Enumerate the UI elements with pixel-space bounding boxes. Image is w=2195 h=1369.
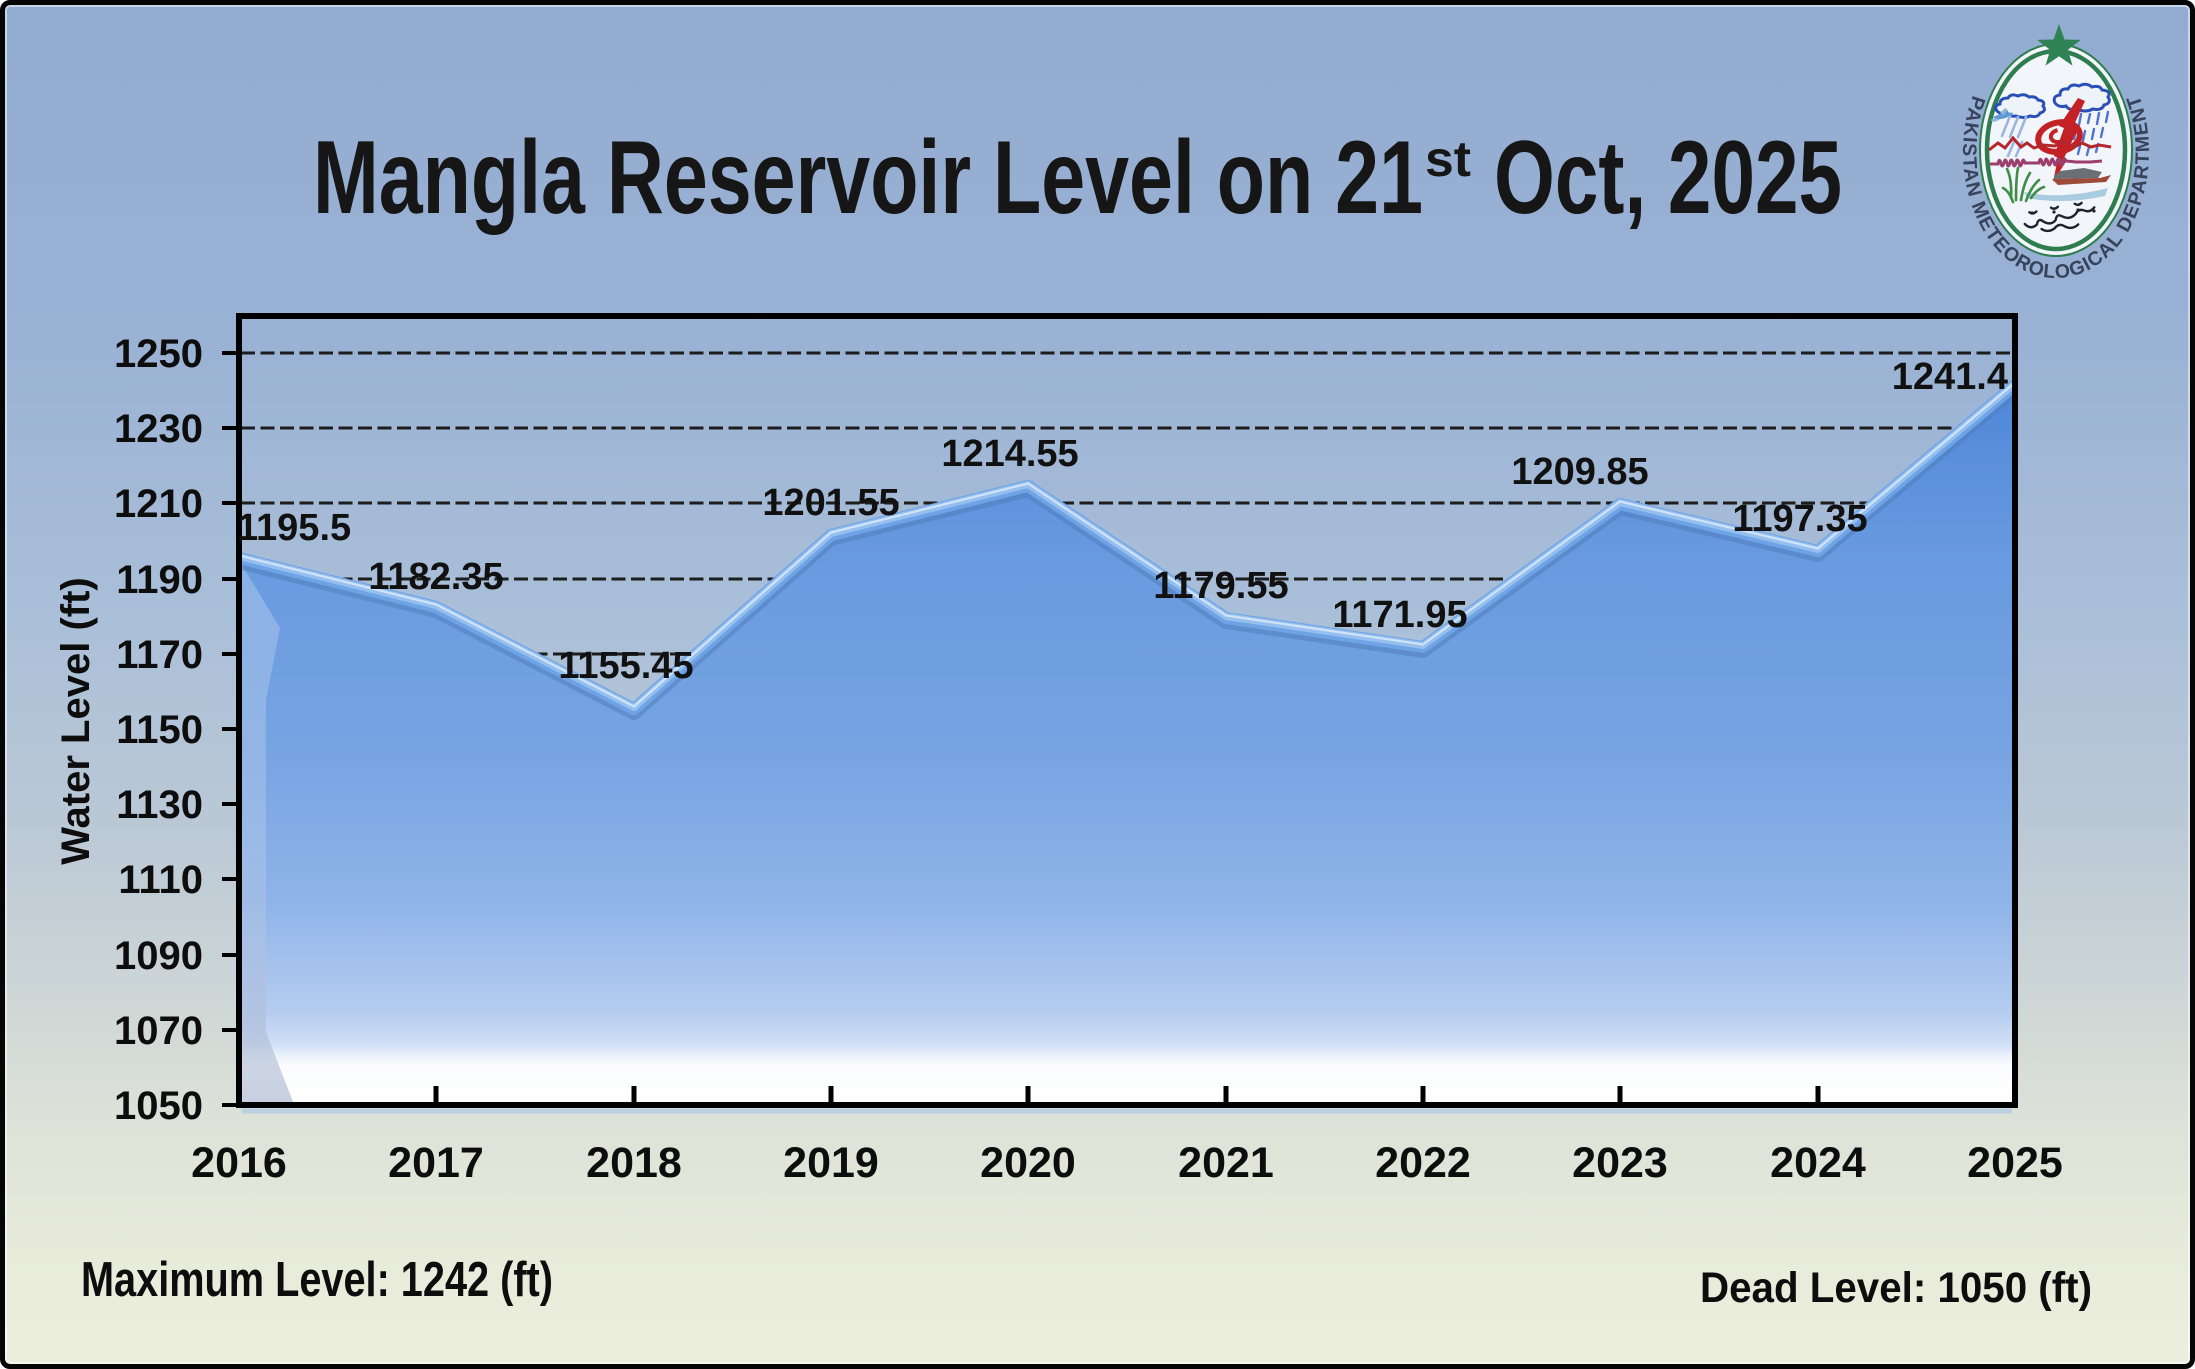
svg-text:2025: 2025 — [1967, 1139, 2063, 1187]
svg-text:2024: 2024 — [1770, 1139, 1866, 1187]
svg-text:2023: 2023 — [1572, 1139, 1668, 1187]
svg-text:1171.95: 1171.95 — [1332, 594, 1467, 636]
svg-text:1150: 1150 — [116, 708, 203, 752]
svg-text:Maximum Level: 1242 (ft): Maximum Level: 1242 (ft) — [81, 1253, 553, 1307]
svg-text:Dead Level: 1050 (ft): Dead Level: 1050 (ft) — [1700, 1264, 2092, 1312]
svg-text:Oct, 2025: Oct, 2025 — [1494, 120, 1842, 236]
svg-text:2022: 2022 — [1375, 1139, 1471, 1187]
svg-text:1155.45: 1155.45 — [558, 645, 693, 687]
svg-text:1241.4: 1241.4 — [1892, 356, 2008, 398]
svg-text:1130: 1130 — [116, 783, 203, 827]
svg-text:2018: 2018 — [586, 1139, 682, 1187]
svg-text:2020: 2020 — [980, 1139, 1076, 1187]
svg-text:1070: 1070 — [114, 1009, 203, 1053]
svg-text:2021: 2021 — [1178, 1139, 1274, 1187]
svg-text:Mangla Reservoir Level on 21: Mangla Reservoir Level on 21 — [313, 120, 1423, 236]
svg-text:1190: 1190 — [116, 558, 203, 602]
svg-text:2017: 2017 — [388, 1139, 484, 1187]
svg-text:1050: 1050 — [114, 1084, 203, 1128]
svg-text:1250: 1250 — [114, 332, 203, 376]
svg-text:2016: 2016 — [191, 1139, 287, 1187]
svg-text:1214.55: 1214.55 — [941, 433, 1078, 475]
svg-text:1197.35: 1197.35 — [1732, 498, 1867, 540]
svg-text:1170: 1170 — [116, 633, 203, 677]
svg-text:1179.55: 1179.55 — [1153, 565, 1288, 607]
svg-text:1110: 1110 — [118, 858, 203, 902]
svg-text:1210: 1210 — [114, 482, 203, 526]
svg-text:1201.55: 1201.55 — [762, 482, 899, 524]
svg-text:1195.5: 1195.5 — [237, 507, 351, 549]
svg-text:1230: 1230 — [114, 407, 203, 451]
svg-text:1209.85: 1209.85 — [1511, 451, 1648, 493]
svg-text:1090: 1090 — [114, 934, 203, 978]
svg-text:2019: 2019 — [783, 1139, 879, 1187]
svg-text:1182.35: 1182.35 — [368, 556, 503, 598]
svg-text:Water Level (ft): Water Level (ft) — [54, 577, 98, 864]
svg-text:st: st — [1425, 131, 1471, 187]
